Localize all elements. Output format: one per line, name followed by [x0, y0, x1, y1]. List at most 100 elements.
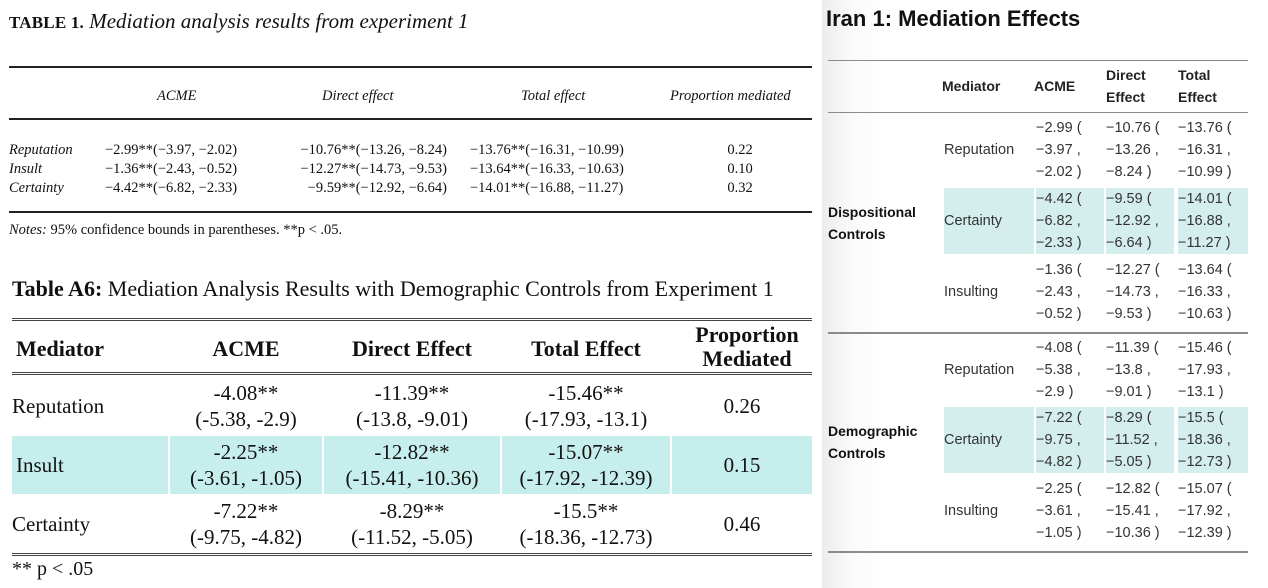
acme-cell: -4.08** (-5.38, -2.9) — [170, 377, 322, 435]
group-label-line1: Dispositional — [828, 204, 916, 220]
line: −11.27 ) — [1178, 235, 1231, 251]
group-label-line1: Demographic — [828, 423, 918, 439]
mediator-cell: Certainty — [944, 188, 1034, 254]
line: −2.25 ( — [1036, 481, 1082, 497]
table-a6-caption-label: Table A6: — [12, 276, 103, 301]
line: −2.33 ) — [1036, 235, 1082, 251]
table-1-header-rule — [9, 118, 812, 120]
total-effect-cell: −13.76 (−16.31 , −10.99 ) — [1178, 117, 1248, 183]
line: −15.07 ( — [1178, 481, 1232, 497]
mediator-cell: Certainty — [944, 407, 1034, 473]
line: −6.64 ) — [1106, 235, 1152, 251]
total-effect-cell: −13.64 (−16.33 , −10.63 ) — [1178, 259, 1248, 325]
acme-cell: −1.36 (−2.43 , −0.52 ) — [1036, 259, 1104, 325]
line: −15.5 ( — [1178, 410, 1224, 426]
acme-cell: −7.22 (−9.75 , −4.82 ) — [1036, 407, 1104, 473]
group-label-demographic-controls: Demographic Controls — [828, 420, 917, 464]
proportion-cell: 0.26 — [723, 394, 761, 418]
table-a6-caption-text: Mediation Analysis Results with Demograp… — [102, 276, 774, 301]
table-row: Reputation −2.99**(−3.97, −2.02) −10.76*… — [9, 142, 812, 161]
line: −10.36 ) — [1106, 525, 1160, 541]
line: −6.82 , — [1036, 213, 1081, 229]
table-row: Reputation −4.08 (−5.38 , −2.9 ) −11.39 (… — [944, 337, 1248, 403]
table-a6-header-mediator: Mediator — [16, 336, 104, 361]
mediator-cell: Insult — [9, 161, 43, 177]
direct-effect-cell: −9.59 (−12.92 , −6.64 ) — [1106, 188, 1174, 254]
line: −10.76 ( — [1106, 120, 1160, 136]
direct-effect-cell: -8.29** (-11.52, -5.05) — [324, 495, 500, 553]
line: −9.01 ) — [1106, 384, 1152, 400]
line: −14.73 , — [1106, 284, 1159, 300]
acme-cell: −2.25 (−3.61 , −1.05 ) — [1036, 478, 1104, 544]
iran-group-separator — [828, 332, 1248, 334]
line: −12.82 ( — [1106, 481, 1160, 497]
table-a6-header-total: Total Effect — [531, 336, 641, 361]
table-a6-top-rule — [12, 318, 812, 319]
acme-cell: -2.25** (-3.61, -1.05) — [170, 436, 322, 494]
line: −4.08 ( — [1036, 340, 1082, 356]
confidence-interval: (-11.52, -5.05) — [351, 525, 473, 549]
estimate: -8.29** — [379, 499, 445, 523]
acme-cell: −4.42 ( −6.82 , −2.33 ) — [1036, 188, 1104, 254]
total-effect-cell: −15.5 (−18.36 , −12.73 ) — [1178, 407, 1248, 473]
table-row: Reputation −2.99 (−3.97 , −2.02 ) −10.76 … — [944, 117, 1248, 183]
line: −13.26 , — [1106, 142, 1159, 158]
table-row: Certainty -7.22** (-9.75, -4.82) -8.29**(… — [12, 495, 812, 553]
table-1-bottom-rule — [9, 211, 812, 213]
table-row: Certainty −4.42**(−6.82, −2.33) −9.59**(… — [9, 180, 812, 199]
table-1-header-total: Total effect — [521, 88, 586, 104]
line: −17.93 , — [1178, 362, 1231, 378]
line: −11.39 ( — [1106, 340, 1159, 356]
mediator-cell: Insulting — [944, 503, 999, 519]
table-a6-top-rule-double — [12, 320, 812, 321]
header-proportion-line1: Proportion — [695, 322, 799, 347]
line: −4.82 ) — [1036, 454, 1082, 470]
table-1-header-direct: Direct effect — [322, 88, 394, 104]
total-effect-cell: −14.01 (−16.88 , −11.27 ) — [1178, 188, 1248, 254]
table-a6-note: ** p < .05 — [12, 558, 94, 580]
notes-label: Notes: — [9, 222, 47, 238]
line: −2.02 ) — [1036, 164, 1082, 180]
confidence-interval: (-3.61, -1.05) — [190, 466, 302, 490]
table-row: Certainty −4.42 (−6.82 , −2.33 ) −9.59 (−… — [944, 188, 1248, 254]
line: −13.76 ( — [1178, 120, 1232, 136]
line: −12.39 ) — [1178, 525, 1232, 541]
line: −10.63 ) — [1178, 306, 1232, 322]
confidence-interval: (-17.92, -12.39) — [519, 466, 653, 490]
line: −13.8 , — [1106, 362, 1151, 378]
line: −9.53 ) — [1106, 306, 1152, 322]
line: −12.27 ( — [1106, 262, 1160, 278]
table-row: Insult −1.36**(−2.43, −0.52) −12.27**(−1… — [9, 161, 812, 180]
line: −5.38 , — [1036, 362, 1081, 378]
acme-cell: −1.36**(−2.43, −0.52) — [105, 161, 238, 177]
estimate: -4.08** — [213, 381, 279, 405]
acme-cell: −2.99 (−3.97 , −2.02 ) — [1036, 117, 1104, 183]
line: −4.42 ( — [1036, 191, 1082, 207]
mediator-cell: Reputation — [12, 394, 105, 418]
table-a6-header-proportion: Proportion Mediated — [672, 323, 822, 371]
estimate: -11.39** — [374, 381, 450, 405]
total-effect-cell: −13.64**(−16.33, −10.63) — [470, 161, 624, 177]
proportion-cell: 0.22 — [727, 142, 753, 158]
line: −5.05 ) — [1106, 454, 1152, 470]
header-direct-line2: Effect — [1106, 89, 1145, 105]
line: −1.36 ( — [1036, 262, 1082, 278]
proportion-cell: 0.15 — [672, 436, 812, 494]
line: −7.22 ( — [1036, 410, 1082, 426]
line: −14.01 ( — [1178, 191, 1232, 207]
line: −13.1 ) — [1178, 384, 1224, 400]
acme-cell: −4.42**(−6.82, −2.33) — [105, 180, 238, 196]
table-row: Insulting −1.36 (−2.43 , −0.52 ) −12.27 (… — [944, 259, 1248, 325]
proportion-cell: 0.32 — [727, 180, 753, 196]
table-1-caption-text: Mediation analysis results from experime… — [89, 9, 469, 33]
acme-cell: −4.08 (−5.38 , −2.9 ) — [1036, 337, 1104, 403]
estimate: -15.07** — [548, 440, 624, 464]
line: −3.61 , — [1036, 503, 1081, 519]
confidence-interval: (-17.93, -13.1) — [524, 407, 648, 431]
total-effect-cell: -15.46** (-17.93, -13.1) — [502, 377, 670, 435]
mediator-cell: Insult — [12, 436, 168, 494]
line: −12.92 , — [1106, 213, 1159, 229]
direct-effect-cell: −12.27 ( −14.73 , −9.53 ) — [1106, 259, 1174, 325]
line: −0.52 ) — [1036, 306, 1082, 322]
confidence-interval: (-18.36, -12.73) — [519, 525, 653, 549]
